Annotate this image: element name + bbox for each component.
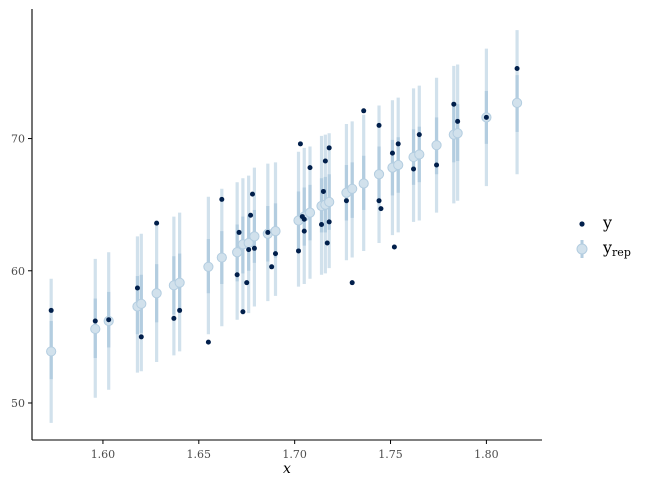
y-point	[483, 114, 489, 120]
y-point	[322, 158, 328, 164]
legend: y yrep	[576, 213, 631, 259]
y-point	[378, 206, 384, 212]
yrep-median-point	[90, 323, 101, 335]
y-point	[244, 280, 250, 286]
y-point	[343, 198, 349, 204]
y-point	[296, 248, 302, 254]
y-point	[248, 212, 254, 218]
yrep-median-point	[151, 288, 162, 299]
yrep-median-point	[46, 346, 57, 357]
y-point	[434, 162, 440, 168]
legend-item-yrep: yrep	[576, 238, 631, 259]
y-point	[319, 222, 325, 227]
yrep-median-point	[216, 252, 227, 263]
y-point	[301, 216, 307, 222]
x-tick-label: 1.80	[474, 448, 499, 461]
yrep-median-point	[249, 231, 260, 242]
y-point	[411, 166, 417, 172]
y-point	[171, 315, 177, 321]
yrep-median-point	[393, 159, 404, 171]
yrep-median-point	[358, 178, 369, 189]
yrep-median-point	[324, 196, 335, 208]
y-point	[320, 188, 326, 194]
yrep-median-point	[203, 261, 214, 272]
y-point	[389, 150, 395, 156]
y-point	[106, 317, 112, 323]
y-point	[48, 307, 54, 313]
y-point	[326, 145, 332, 151]
y-point	[138, 334, 144, 340]
yrep-median-point	[270, 226, 281, 237]
y-tick-label: 70	[11, 133, 25, 146]
y-point	[307, 165, 313, 171]
x-tick-label: 1.60	[91, 448, 116, 461]
x-axis-title: x	[283, 461, 291, 477]
yrep-median-layer	[46, 97, 523, 357]
y-point	[391, 244, 397, 250]
y-point	[249, 191, 255, 197]
y-point	[297, 141, 303, 147]
y-point	[376, 122, 382, 128]
inner-intervals-layer	[49, 75, 519, 380]
yrep-median-point	[232, 247, 243, 258]
x-tick-label: 1.75	[378, 448, 403, 461]
y-points-layer	[48, 65, 520, 345]
legend-yrep-swatch	[576, 243, 588, 255]
y-point	[246, 247, 252, 253]
y-point	[251, 245, 257, 251]
y-point	[349, 280, 355, 286]
y-point	[177, 307, 183, 313]
y-tick-label: 50	[11, 397, 25, 410]
y-point	[324, 240, 330, 246]
y-tick-label: 60	[11, 265, 25, 278]
y-point	[240, 309, 246, 315]
legend-yrep-label: yrep	[602, 238, 631, 259]
y-point	[455, 118, 461, 124]
y-point	[395, 141, 401, 147]
yrep-median-point	[174, 277, 185, 288]
yrep-median-point	[304, 207, 316, 218]
y-point	[326, 219, 332, 225]
y-point	[265, 229, 271, 235]
y-point	[416, 132, 422, 138]
legend-yrep-base: y	[602, 238, 612, 257]
y-point	[301, 228, 307, 234]
legend-item-y: y	[579, 213, 612, 232]
yrep-median-point	[414, 149, 425, 160]
yrep-median-point	[452, 128, 463, 139]
y-point	[236, 229, 242, 235]
y-axis-ticks: 50 60 70	[11, 133, 32, 410]
y-point	[272, 251, 278, 257]
y-point	[234, 272, 240, 278]
yrep-median-point	[431, 140, 442, 151]
y-point	[134, 285, 140, 291]
outer-intervals-layer	[49, 30, 519, 423]
legend-y-swatch	[579, 221, 585, 227]
legend-y-label: y	[602, 213, 612, 232]
yrep-median-point	[511, 97, 523, 108]
y-point	[451, 101, 457, 107]
y-point	[269, 264, 275, 270]
yrep-median-point	[373, 169, 385, 180]
y-point	[154, 220, 160, 226]
y-point	[92, 318, 98, 324]
yrep-median-point	[136, 298, 147, 309]
y-point	[514, 65, 520, 71]
y-point	[219, 196, 225, 202]
y-point	[361, 108, 367, 114]
yrep-median-point	[347, 183, 358, 194]
x-tick-label: 1.70	[282, 448, 307, 461]
x-tick-label: 1.65	[187, 448, 212, 461]
y-point	[376, 198, 382, 204]
y-point	[205, 339, 211, 345]
x-axis-ticks: 1.60 1.65 1.70 1.75 1.80	[91, 440, 499, 461]
legend-yrep-subscript: rep	[612, 246, 631, 259]
